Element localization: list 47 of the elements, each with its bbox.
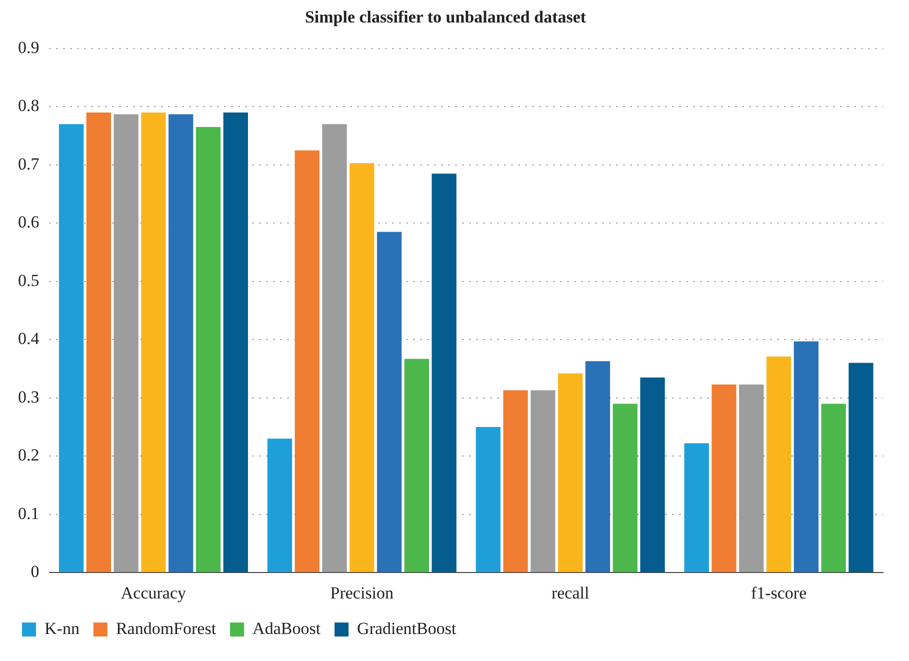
legend-label: GradientBoost xyxy=(357,618,456,638)
bar xyxy=(350,163,374,572)
x-tick-label: Accuracy xyxy=(120,583,187,602)
bar xyxy=(404,358,430,572)
bar xyxy=(612,404,638,572)
bar xyxy=(766,356,792,572)
bar xyxy=(58,124,84,572)
bar xyxy=(585,361,610,572)
y-tick-label: 0.4 xyxy=(18,329,40,348)
y-tick-label: 0.7 xyxy=(18,154,40,174)
bar xyxy=(196,127,221,572)
y-tick-label: 0.6 xyxy=(18,212,40,232)
y-tick-label: 0.8 xyxy=(18,96,40,116)
y-tick-label: 0.1 xyxy=(18,504,40,523)
bar xyxy=(558,373,583,572)
bar xyxy=(223,112,248,572)
bar xyxy=(848,362,874,572)
bar xyxy=(794,341,819,572)
bar xyxy=(376,232,402,572)
bar xyxy=(640,377,665,572)
bar xyxy=(267,438,292,572)
bar xyxy=(684,443,709,572)
bar xyxy=(821,404,846,572)
bar xyxy=(168,114,194,572)
bar xyxy=(86,112,112,572)
legend-label: K-nn xyxy=(44,618,80,638)
bar xyxy=(739,384,764,572)
legend-label: AdaBoost xyxy=(252,618,321,638)
y-tick-label: 0.2 xyxy=(18,446,40,465)
bar xyxy=(503,390,528,572)
bar xyxy=(476,426,500,572)
chart-title: Simple classifier to unbalanced dataset xyxy=(304,8,586,27)
bar xyxy=(712,384,736,572)
bar xyxy=(141,112,166,572)
bar xyxy=(322,124,347,572)
y-tick-label: 0 xyxy=(30,562,40,582)
x-tick-label: Precision xyxy=(330,583,394,602)
y-tick-label: 0.9 xyxy=(18,38,40,57)
legend-label: RandomForest xyxy=(116,618,216,638)
x-tick-label: recall xyxy=(551,583,590,602)
y-tick-label: 0.3 xyxy=(18,387,40,406)
bar xyxy=(432,174,456,572)
bar xyxy=(114,114,138,572)
y-tick-label: 0.5 xyxy=(18,270,40,290)
bar xyxy=(530,390,556,572)
x-tick-label: f1-score xyxy=(750,583,807,602)
bar xyxy=(294,150,320,572)
